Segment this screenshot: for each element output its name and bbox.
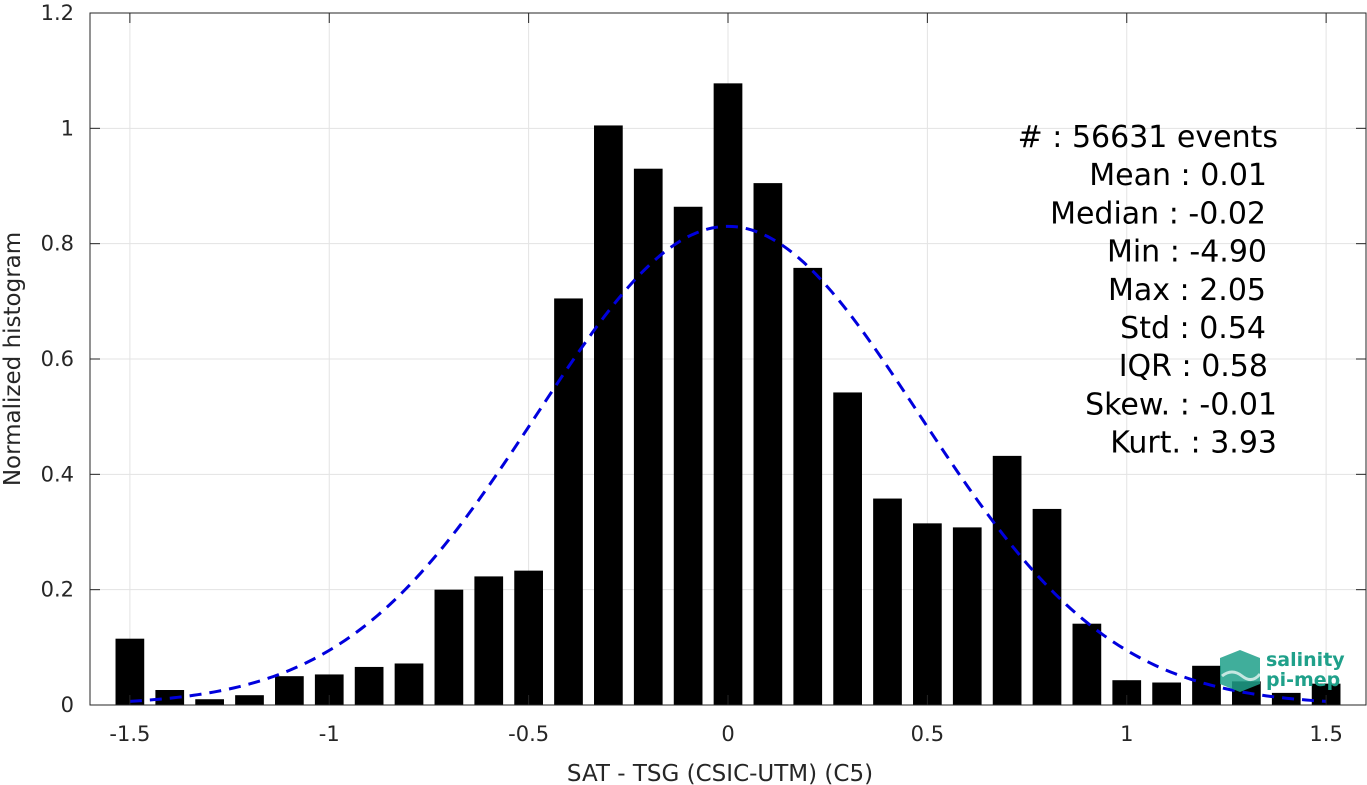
y-axis-ticks: 0 0.2 0.4 0.6 0.8 1 1.2: [41, 1, 1366, 717]
y-tick-label: 0.4: [41, 462, 74, 486]
histogram-bar: [833, 392, 862, 705]
stat-line: Max : 2.05: [1108, 273, 1266, 308]
logo-emblem-wave-icon: [1221, 670, 1262, 681]
histogram-bar: [394, 663, 424, 705]
histogram-bar: [952, 527, 982, 705]
histogram-bar: [1311, 683, 1341, 705]
stat-line: Median : -0.02: [1050, 196, 1266, 231]
histogram-bar: [913, 523, 942, 705]
y-tick-label: 0.8: [41, 232, 74, 256]
histogram-bar: [514, 570, 543, 705]
x-tick-label: 0.5: [911, 722, 944, 746]
histogram-bar: [195, 699, 224, 705]
histogram-bar: [434, 589, 464, 705]
y-axis-label: Normalized histogram: [0, 232, 26, 486]
stat-line: # : 56631 events: [1018, 120, 1278, 155]
y-tick-label: 0.6: [41, 347, 74, 371]
histogram-bar: [633, 168, 663, 705]
y-tick-label: 0: [61, 693, 74, 717]
histogram-bar: [793, 267, 823, 705]
stat-line: Kurt. : 3.93: [1110, 426, 1277, 461]
histogram-bar: [235, 695, 264, 705]
stat-line: Std : 0.54: [1120, 311, 1266, 346]
stat-line: Mean : 0.01: [1089, 158, 1267, 193]
y-tick-label: 1.2: [41, 1, 74, 25]
x-tick-label: -1: [319, 722, 340, 746]
histogram-bar: [115, 638, 145, 705]
histogram-bar: [713, 83, 743, 705]
histogram-bar: [474, 576, 504, 705]
x-tick-label: 0: [721, 722, 734, 746]
histogram-bar: [354, 666, 384, 705]
histogram-bar: [275, 676, 304, 705]
x-tick-label: 1: [1120, 722, 1133, 746]
logo-line1: salinity: [1266, 649, 1345, 671]
histogram-bar: [1152, 682, 1181, 705]
histogram-bar: [594, 125, 623, 705]
stat-line: Skew. : -0.01: [1085, 387, 1277, 422]
logo-emblem-icon: [1220, 650, 1260, 692]
x-axis-label: SAT - TSG (CSIC-UTM) (C5): [567, 761, 873, 785]
logo-line2: pi-mep: [1266, 669, 1340, 691]
stat-line: IQR : 0.58: [1119, 349, 1268, 384]
histogram-bar: [1032, 508, 1062, 705]
stat-line: Min : -4.90: [1107, 235, 1267, 270]
y-tick-label: 1: [61, 116, 74, 140]
histogram-bar: [992, 455, 1022, 705]
histogram-bar: [1072, 623, 1102, 705]
x-tick-label: -0.5: [508, 722, 549, 746]
y-tick-label: 0.2: [41, 578, 74, 602]
histogram-bar: [673, 206, 703, 705]
salinity-pi-mep-logo: salinity pi-mep: [1220, 649, 1345, 692]
histogram-bar: [554, 298, 583, 705]
histogram-bar: [753, 183, 783, 705]
histogram-bar: [873, 498, 902, 705]
x-tick-label: -1.5: [109, 722, 150, 746]
x-axis-ticks: -1.5 -1 -0.5 0 0.5 1 1.5: [109, 13, 1343, 746]
normal-fit-curve: [129, 224, 1327, 703]
histogram-bars: [115, 83, 1341, 705]
x-tick-label: 1.5: [1309, 722, 1342, 746]
